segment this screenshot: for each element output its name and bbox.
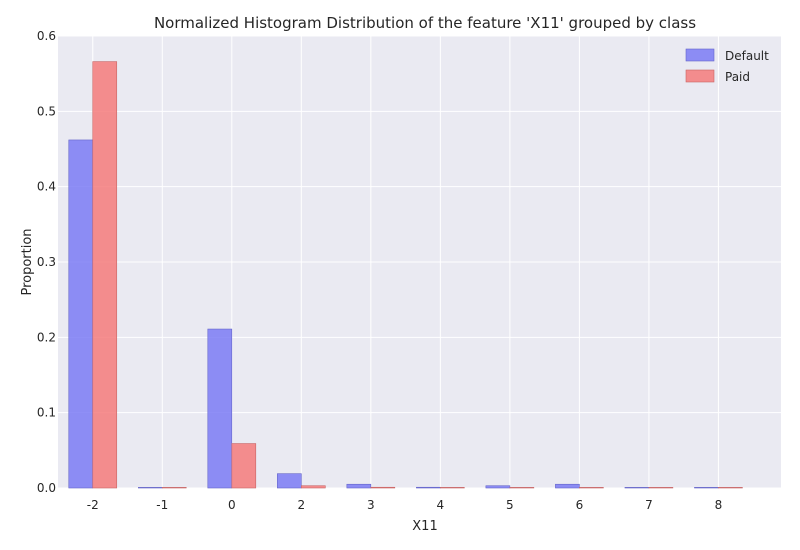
legend-swatch-default [685, 48, 715, 62]
x-tick-label: 5 [506, 498, 514, 512]
x-tick-label: 6 [576, 498, 584, 512]
legend-label-default: Default [725, 49, 769, 63]
y-tick-label: 0.1 [37, 406, 56, 420]
bar-paid-0 [231, 443, 257, 489]
x-tick-label: 7 [645, 498, 653, 512]
bar-default-2 [277, 473, 302, 489]
bar-default-0 [207, 328, 233, 489]
x-tick-label: 3 [367, 498, 375, 512]
y-axis-label: Proportion [20, 228, 35, 295]
bar-default-5 [485, 485, 511, 489]
x-tick-label: 0 [228, 498, 236, 512]
y-tick-label: 0.4 [37, 180, 56, 194]
legend-swatch-paid [685, 69, 715, 83]
x-tick-label: 4 [437, 498, 445, 512]
bar-paid-3 [370, 486, 396, 489]
bar-default-8 [694, 487, 719, 489]
bar-default--1 [137, 487, 163, 489]
bar-paid-2 [301, 485, 326, 489]
y-tick-label: 0.3 [37, 255, 56, 269]
x-tick-label: -2 [87, 498, 99, 512]
y-tick-label: 0.6 [37, 29, 56, 43]
bar-paid-4 [440, 487, 465, 489]
bar-default--2 [68, 139, 94, 489]
bar-paid--1 [161, 487, 187, 489]
bar-default-3 [346, 483, 372, 489]
bar-default-4 [416, 486, 441, 489]
bar-default-7 [624, 487, 650, 489]
bar-paid-7 [648, 487, 674, 489]
x-tick-label: 8 [715, 498, 723, 512]
x-tick-label: -1 [156, 498, 168, 512]
bar-paid-8 [718, 487, 743, 489]
bar-paid--2 [92, 61, 118, 489]
bar-paid-5 [509, 487, 535, 489]
legend: Default Paid [685, 48, 769, 84]
y-tick-labels: 0.0 0.1 0.2 0.3 0.4 0.5 0.6 [37, 29, 56, 495]
bars [68, 61, 743, 489]
chart-title: Normalized Histogram Distribution of the… [154, 14, 696, 32]
bar-paid-6 [579, 487, 604, 489]
bar-default-6 [555, 483, 580, 489]
x-axis-label: X11 [412, 519, 437, 534]
legend-label-paid: Paid [725, 70, 750, 84]
x-tick-label: 2 [297, 498, 305, 512]
y-tick-label: 0.0 [37, 481, 56, 495]
y-tick-label: 0.2 [37, 330, 56, 344]
x-tick-labels: -2 -1 0 2 3 4 5 6 7 8 [87, 498, 722, 512]
y-tick-label: 0.5 [37, 104, 56, 118]
